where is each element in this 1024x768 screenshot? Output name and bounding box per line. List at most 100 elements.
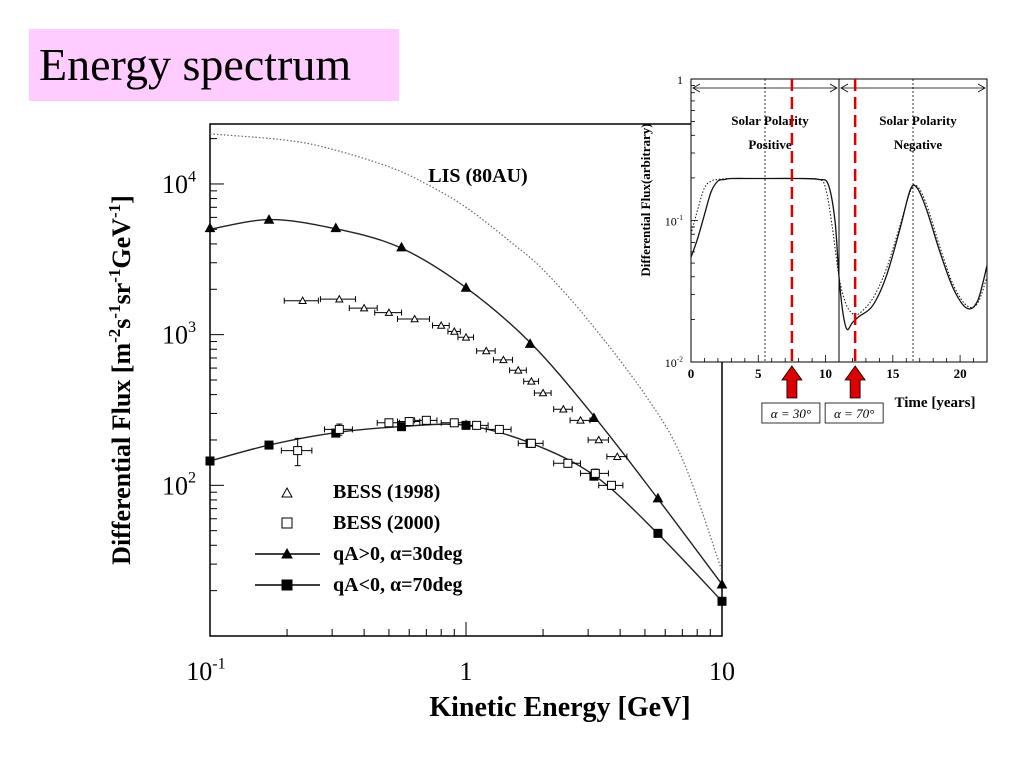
alpha-label-box: [761, 402, 821, 424]
x-tick-label-1: 1: [460, 657, 473, 686]
data-point: [396, 241, 407, 252]
data-point: [563, 458, 573, 468]
inset-y-tick-label-2-exp: -2: [677, 355, 683, 364]
main-axis-ticks: [209, 138, 711, 637]
x-tick-label-0-exp: -1: [212, 655, 225, 672]
data-point: [499, 355, 508, 364]
region-label-line2: Positive: [748, 137, 792, 152]
legend-entry-2: qA>0, α=30deg: [255, 543, 463, 565]
data-point: [334, 424, 344, 434]
x-tick-label-2-base: 10: [709, 657, 735, 686]
inset-x-tick-label-3: 15: [886, 366, 900, 381]
legend-label: qA<0, α=70deg: [333, 574, 463, 596]
region-label-line2: Negative: [894, 137, 943, 152]
data-point: [298, 296, 307, 304]
inset-x-tick-label-2: 10: [819, 366, 832, 381]
data-point: [594, 435, 604, 444]
data-point: [330, 222, 342, 233]
data-point: [205, 456, 215, 466]
data-point: [461, 332, 471, 341]
ylabel-sup-4: -1: [105, 204, 124, 218]
lis-annotation: LIS (80AU): [428, 165, 527, 187]
y-tick-label-1: 103: [162, 319, 196, 350]
inset-x-tick-label-4: 20: [954, 366, 967, 381]
inset-y-tick-label-2: 10-2: [665, 355, 683, 370]
series-1: [204, 214, 728, 589]
data-point: [558, 404, 568, 413]
ylabel-part-1: Differential Flux [m: [107, 343, 136, 565]
y-tick-label-2-exp: 4: [188, 168, 196, 185]
data-point: [460, 282, 472, 292]
alpha-label: α = 70°: [834, 406, 874, 421]
series-0: [209, 133, 723, 572]
inset-series-0: [690, 177, 988, 331]
arrow-head: [829, 83, 838, 93]
legend-entry-1: BESS (2000): [281, 512, 440, 534]
inset-y-tick-label-2-base: 10: [665, 356, 677, 370]
inset-series-group: [690, 79, 988, 362]
data-point: [404, 417, 414, 427]
data-point: [524, 338, 536, 348]
inset-y-tick-label-1-exp: -1: [677, 213, 683, 222]
ylabel-part-4: GeV: [107, 218, 136, 269]
data-point: [421, 415, 431, 425]
data-point: [716, 578, 728, 589]
data-point: [717, 596, 727, 606]
data-point: [410, 314, 419, 323]
legend-entry-3: qA<0, α=70deg: [255, 574, 463, 596]
data-point: [263, 214, 275, 224]
inset-x-tick-label-0: 0: [688, 366, 695, 381]
arrow-head: [977, 83, 986, 93]
inset-alpha-arrows: α = 30° α = 70°: [761, 365, 884, 424]
red-arrow: [781, 365, 803, 399]
data-point: [436, 320, 446, 329]
data-point: [513, 365, 523, 374]
main-series-group: [204, 133, 728, 606]
y-tick-label-0-base: 10: [162, 471, 188, 500]
alpha-label-box: [824, 402, 884, 424]
data-point: [652, 492, 664, 503]
alpha-arrow-0: α = 30°: [761, 365, 821, 424]
data-point: [264, 440, 274, 450]
alpha-arrow-1: α = 70°: [824, 365, 884, 424]
inset-chart: Solar Polarity Positive Solar Polarity Nega…: [638, 73, 988, 424]
data-point: [612, 452, 622, 460]
data-point: [481, 346, 491, 355]
ylabel-sup-2: -1: [105, 304, 124, 318]
data-point: [449, 418, 459, 428]
data-point: [204, 222, 216, 233]
data-point: [384, 308, 394, 316]
legend-label: BESS (2000): [333, 512, 440, 534]
series-2: [205, 420, 727, 606]
y-tick-label-0-exp: 2: [188, 470, 196, 487]
region-label-line1: Solar Polarity: [731, 113, 809, 128]
inset-decorations: Solar Polarity Positive Solar Polarity Nega…: [690, 79, 988, 363]
legend-marker: [281, 486, 293, 498]
main-legend: BESS (1998) BESS (2000) qA>0, α=30deg qA<0,…: [255, 481, 463, 596]
series-line: [209, 218, 723, 585]
main-y-axis-label: Differential Flux [m-2s-1sr-1GeV-1]: [105, 195, 136, 565]
data-point: [526, 438, 536, 448]
data-point: [576, 415, 585, 424]
data-point: [653, 528, 663, 538]
data-point: [526, 376, 536, 385]
inset-x-axis-label: Time [years]: [895, 395, 976, 411]
y-tick-label-0: 102: [162, 470, 196, 501]
data-point: [494, 424, 504, 434]
series-line: [209, 133, 723, 572]
x-tick-label-1-base: 1: [460, 657, 473, 686]
data-point: [449, 326, 459, 335]
inset-y-tick-label-0: 1: [677, 73, 683, 87]
data-point: [588, 412, 600, 423]
ylabel-part-2: s: [107, 319, 136, 329]
series-3: [283, 294, 628, 460]
legend-marker: [281, 517, 293, 529]
slide-title: Energy spectrum: [29, 29, 399, 101]
y-tick-label-1-exp: 3: [188, 319, 196, 336]
region-label-line1: Solar Polarity: [879, 113, 957, 128]
ylabel-part-3: sr: [107, 283, 136, 305]
